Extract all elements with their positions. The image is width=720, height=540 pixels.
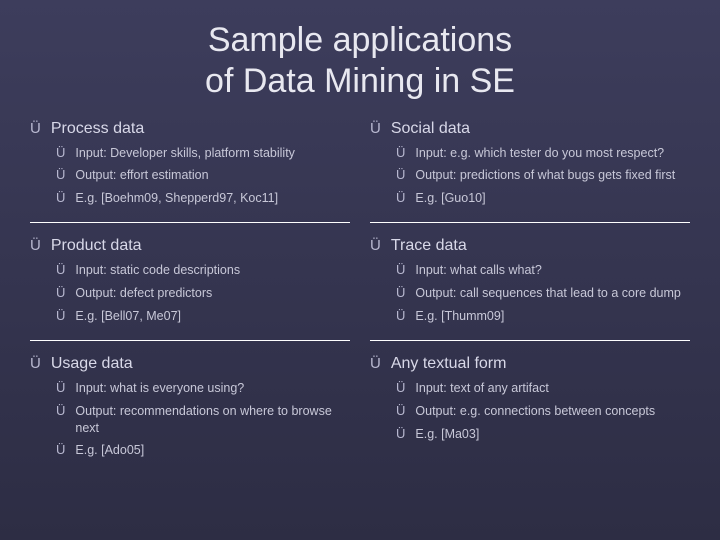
section-process-data: Ü Process data Ü Input: Developer skills… [30,120,350,224]
list-item: Ü Output: e.g. connections between conce… [396,402,690,420]
item-text: E.g. [Bell07, Me07] [75,308,350,325]
left-column: Ü Process data Ü Input: Developer skills… [30,120,350,489]
item-text: Input: Developer skills, platform stabil… [75,145,350,162]
section-title: Social data [391,120,470,138]
right-column: Ü Social data Ü Input: e.g. which tester… [370,120,690,489]
arrow-icon: Ü [30,120,41,137]
arrow-icon: Ü [56,307,65,325]
section-title: Any textual form [391,355,507,373]
list-item: Ü Input: static code descriptions [56,261,350,279]
section-header: Ü Process data [30,120,350,138]
item-text: E.g. [Boehm09, Shepperd97, Koc11] [75,190,350,207]
arrow-icon: Ü [370,355,381,372]
section-usage-data: Ü Usage data Ü Input: what is everyone u… [30,355,350,475]
arrow-icon: Ü [396,144,405,162]
arrow-icon: Ü [370,120,381,137]
section-product-data: Ü Product data Ü Input: static code desc… [30,237,350,341]
slide-title: Sample applications of Data Mining in SE [30,20,690,102]
item-text: Input: e.g. which tester do you most res… [415,145,690,162]
item-text: Output: predictions of what bugs gets fi… [415,167,690,184]
arrow-icon: Ü [396,307,405,325]
list-item: Ü Input: text of any artifact [396,379,690,397]
section-title: Product data [51,237,142,255]
section-header: Ü Social data [370,120,690,138]
item-text: E.g. [Guo10] [415,190,690,207]
list-item: Ü E.g. [Ma03] [396,425,690,443]
list-item: Ü Input: Developer skills, platform stab… [56,144,350,162]
item-text: Output: effort estimation [75,167,350,184]
item-text: E.g. [Ma03] [415,426,690,443]
arrow-icon: Ü [56,284,65,302]
item-text: Input: text of any artifact [415,380,690,397]
item-text: Output: call sequences that lead to a co… [415,285,690,302]
item-text: Input: what calls what? [415,262,690,279]
item-text: E.g. [Ado05] [75,442,350,459]
list-item: Ü E.g. [Ado05] [56,441,350,459]
list-item: Ü E.g. [Thumm09] [396,307,690,325]
arrow-icon: Ü [396,425,405,443]
arrow-icon: Ü [370,237,381,254]
item-text: Input: static code descriptions [75,262,350,279]
item-text: Input: what is everyone using? [75,380,350,397]
list-item: Ü Output: predictions of what bugs gets … [396,166,690,184]
columns: Ü Process data Ü Input: Developer skills… [30,120,690,489]
section-title: Usage data [51,355,133,373]
title-line-2: of Data Mining in SE [205,62,515,100]
item-text: Output: defect predictors [75,285,350,302]
item-text: Output: e.g. connections between concept… [415,403,690,420]
arrow-icon: Ü [56,189,65,207]
list-item: Ü E.g. [Guo10] [396,189,690,207]
arrow-icon: Ü [396,379,405,397]
section-trace-data: Ü Trace data Ü Input: what calls what? Ü… [370,237,690,341]
arrow-icon: Ü [396,189,405,207]
list-item: Ü Output: recommendations on where to br… [56,402,350,437]
list-item: Ü Output: defect predictors [56,284,350,302]
list-item: Ü Input: what calls what? [396,261,690,279]
arrow-icon: Ü [30,355,41,372]
item-text: Output: recommendations on where to brow… [75,403,350,437]
arrow-icon: Ü [30,237,41,254]
arrow-icon: Ü [56,166,65,184]
list-item: Ü Input: e.g. which tester do you most r… [396,144,690,162]
arrow-icon: Ü [396,284,405,302]
slide: Sample applications of Data Mining in SE… [0,0,720,540]
section-header: Ü Product data [30,237,350,255]
section-header: Ü Trace data [370,237,690,255]
section-title: Process data [51,120,144,138]
list-item: Ü Input: what is everyone using? [56,379,350,397]
list-item: Ü E.g. [Boehm09, Shepperd97, Koc11] [56,189,350,207]
list-item: Ü Output: effort estimation [56,166,350,184]
section-any-textual: Ü Any textual form Ü Input: text of any … [370,355,690,458]
arrow-icon: Ü [56,402,65,420]
arrow-icon: Ü [56,144,65,162]
arrow-icon: Ü [56,441,65,459]
section-title: Trace data [391,237,467,255]
title-line-1: Sample applications [208,21,512,59]
section-header: Ü Any textual form [370,355,690,373]
section-header: Ü Usage data [30,355,350,373]
arrow-icon: Ü [56,379,65,397]
arrow-icon: Ü [56,261,65,279]
section-social-data: Ü Social data Ü Input: e.g. which tester… [370,120,690,224]
item-text: E.g. [Thumm09] [415,308,690,325]
list-item: Ü E.g. [Bell07, Me07] [56,307,350,325]
arrow-icon: Ü [396,261,405,279]
arrow-icon: Ü [396,402,405,420]
arrow-icon: Ü [396,166,405,184]
list-item: Ü Output: call sequences that lead to a … [396,284,690,302]
